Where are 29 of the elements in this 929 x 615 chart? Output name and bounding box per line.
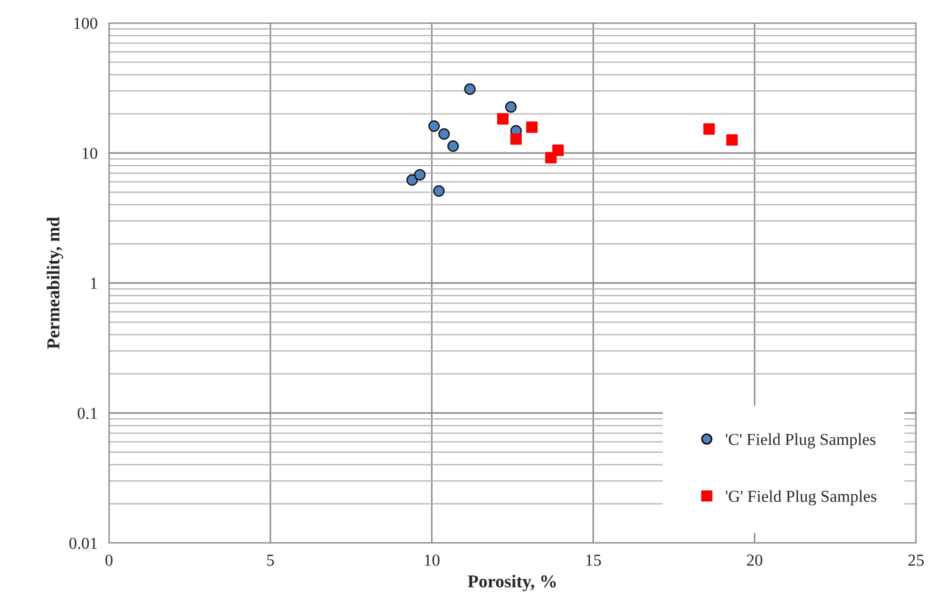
x-tick-label: 10 — [424, 554, 440, 566]
y-tick-label: 100 — [74, 18, 98, 29]
x-tick-label: 25 — [908, 554, 924, 566]
x-tick-label: 0 — [105, 554, 113, 566]
point — [414, 169, 426, 180]
point — [464, 83, 476, 95]
point — [433, 185, 445, 197]
x-tick-label: 15 — [586, 554, 601, 566]
point — [552, 144, 564, 156]
point — [726, 134, 738, 146]
x-tick-label: 5 — [267, 554, 274, 566]
y-tick-label: 0.01 — [69, 538, 97, 550]
y-tick-label: 1 — [91, 278, 97, 289]
y-tick-label: 0.1 — [78, 408, 97, 420]
legend-label: 'C' Field Plug Samples — [726, 433, 876, 448]
x-axis-title: Porosity, % — [468, 574, 556, 592]
x-tick-label: 20 — [747, 554, 762, 566]
y-tick-label: 10 — [82, 148, 98, 159]
y-axis-title: Permeability, md — [46, 217, 64, 349]
point — [438, 128, 450, 140]
point — [526, 121, 538, 133]
point — [497, 113, 509, 125]
legend-label: 'G' Field Plug Samples — [726, 490, 876, 506]
point — [510, 133, 522, 145]
point — [428, 120, 440, 132]
point — [406, 174, 418, 186]
point — [447, 140, 459, 152]
point — [505, 101, 517, 113]
point — [703, 123, 715, 135]
